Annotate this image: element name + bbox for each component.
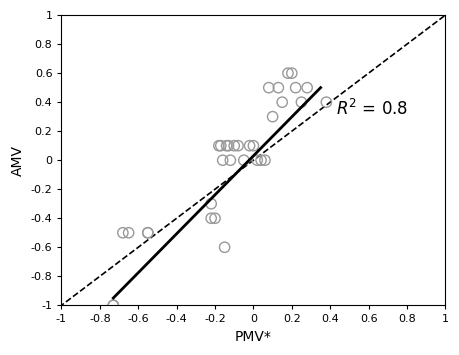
Point: [291, 85, 299, 91]
Point: [217, 143, 224, 148]
Point: [234, 143, 241, 148]
Point: [207, 201, 214, 207]
Text: $R^2$ = 0.8: $R^2$ = 0.8: [335, 99, 407, 120]
Point: [144, 230, 151, 236]
Point: [249, 143, 257, 148]
Point: [253, 157, 260, 163]
Point: [144, 230, 151, 236]
Point: [226, 157, 234, 163]
Point: [269, 114, 276, 120]
Point: [224, 143, 232, 148]
Point: [220, 245, 228, 250]
X-axis label: PMV*: PMV*: [235, 330, 271, 344]
Point: [287, 70, 295, 76]
Point: [264, 85, 272, 91]
Point: [109, 302, 117, 308]
Point: [109, 302, 117, 308]
Point: [257, 157, 264, 163]
Point: [246, 143, 253, 148]
Point: [297, 99, 304, 105]
Point: [218, 157, 226, 163]
Point: [322, 99, 329, 105]
Point: [125, 230, 132, 236]
Point: [207, 215, 214, 221]
Point: [240, 157, 247, 163]
Point: [222, 143, 230, 148]
Point: [261, 157, 268, 163]
Point: [284, 70, 291, 76]
Y-axis label: AMV: AMV: [11, 145, 25, 176]
Point: [211, 215, 218, 221]
Point: [274, 85, 281, 91]
Point: [230, 143, 237, 148]
Point: [119, 230, 126, 236]
Point: [303, 85, 310, 91]
Point: [278, 99, 285, 105]
Point: [215, 143, 222, 148]
